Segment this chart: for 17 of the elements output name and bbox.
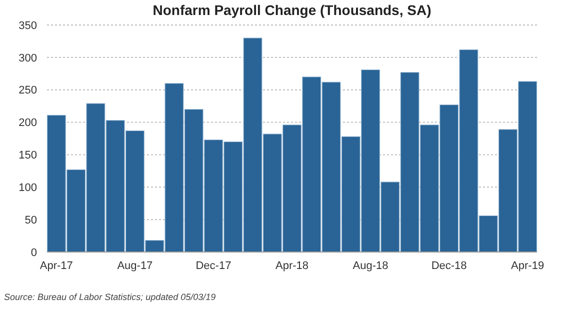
x-tick-label: Aug-18 <box>352 260 388 272</box>
y-tick-label: 0 <box>30 246 37 259</box>
y-tick-label: 50 <box>24 214 37 226</box>
x-tick-label: Dec-17 <box>196 260 232 272</box>
x-tick-label: Dec-18 <box>431 260 467 272</box>
x-tick-label: Apr-18 <box>275 260 309 272</box>
x-tick-label: Apr-19 <box>511 260 544 272</box>
x-tick-label: Apr-17 <box>40 260 73 272</box>
y-tick-label: 350 <box>18 20 37 32</box>
y-tick-label: 300 <box>18 52 37 64</box>
source-note: Source: Bureau of Labor Statistics; updated 05/03/19 <box>4 292 216 302</box>
y-tick-label: 200 <box>18 117 37 130</box>
y-tick-label: 150 <box>18 150 37 162</box>
y-tick-label: 250 <box>18 84 37 97</box>
y-tick-label: 100 <box>18 182 37 194</box>
chart-title: Nonfarm Payroll Change (Thousands, SA) <box>152 2 432 18</box>
x-tick-label: Aug-17 <box>117 260 153 272</box>
